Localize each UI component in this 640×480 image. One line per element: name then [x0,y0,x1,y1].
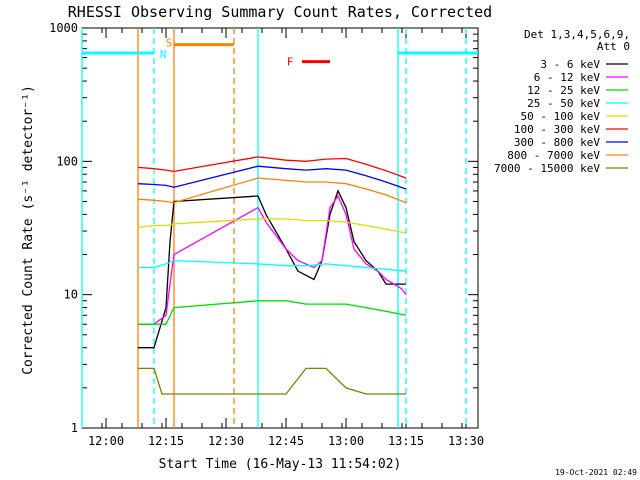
legend-label: 100 - 300 keV [514,123,600,136]
flag-label-n: N [160,48,167,61]
series-line-3 [138,259,407,272]
legend-label: 3 - 6 keV [540,58,600,71]
x-tick-label: 12:30 [208,434,244,448]
legend-label: 6 - 12 keV [534,71,601,84]
legend-label: 800 - 7000 keV [507,149,600,162]
legend-label: 12 - 25 keV [527,84,600,97]
y-tick-label: 100 [56,154,78,168]
series-line-4 [137,218,407,234]
legend-label: 25 - 50 keV [527,97,600,110]
flag-label-f: F [287,56,294,69]
series-line-5 [137,156,407,179]
timestamp: 19-Oct-2021 02:49 [555,468,637,477]
series-line-8 [138,367,406,395]
y-tick-label: 1 [71,421,78,435]
x-tick-label: 13:15 [388,434,424,448]
x-tick-label: 12:15 [148,434,184,448]
x-tick-label: 13:00 [328,434,364,448]
y-axis-label: Corrected Count Rate (s⁻¹ detector⁻¹) [21,85,36,375]
chart-title: RHESSI Observing Summary Count Rates, Co… [68,3,492,21]
x-tick-label: 12:45 [268,434,304,448]
y-tick-label: 10 [64,288,78,302]
y-tick-label: 1000 [49,21,78,35]
flag-label-s: S [166,36,173,49]
series-line-1 [138,194,407,325]
legend-label: 7000 - 15000 keV [494,162,600,175]
plot-area: 1 10 100 1000 12:00 12:15 12:30 12:45 13:00 13:15… [49,21,484,448]
x-tick-label: 13:30 [448,434,484,448]
x-axis-label: Start Time (16-May-13 11:54:02) [159,457,402,472]
series-line-2 [138,300,407,325]
x-tick-label: 12:00 [88,434,124,448]
legend-label: 50 - 100 keV [521,110,601,123]
series-line-6 [137,165,407,190]
series-line-0 [138,189,406,349]
series-line-7 [137,177,407,204]
legend-header: Det 1,3,4,5,6,9, [524,28,630,41]
legend-label: 300 - 800 keV [514,136,600,149]
legend-header: Att 0 [597,40,630,53]
